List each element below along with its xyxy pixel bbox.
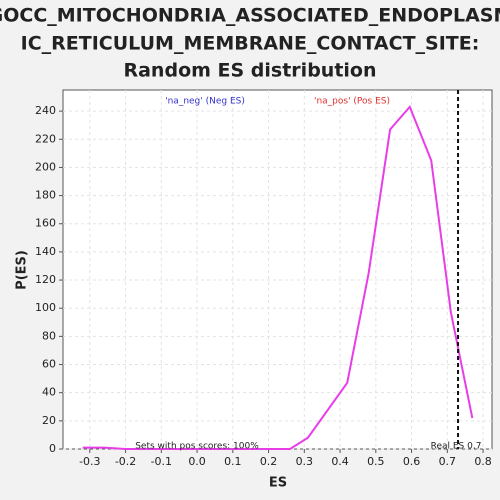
x-tick-label: -0.2 [115,455,136,468]
x-axis-label: ES [269,476,287,491]
x-tick-label: 0.3 [296,455,314,468]
chart-title: Random ES distribution [123,60,376,82]
y-tick-label: 120 [35,273,56,286]
y-tick-label: 20 [42,414,56,427]
y-tick-label: 220 [35,132,56,145]
x-tick-label: 0.8 [474,455,492,468]
y-tick-label: 180 [35,189,56,202]
y-axis-label: P(ES) [15,250,30,290]
x-tick-label: -0.3 [79,455,100,468]
x-tick-label: 0.6 [403,455,421,468]
y-tick-label: 160 [35,217,56,230]
y-tick-label: 200 [35,160,56,173]
real-es-label: Real ES 0.7 [431,442,482,452]
chart-title: IC_RETICULUM_MEMBRANE_CONTACT_SITE: [21,33,480,55]
y-tick-label: 0 [49,442,56,455]
pos-label: 'na_pos' (Pos ES) [314,97,390,107]
x-tick-label: 0.7 [439,455,457,468]
y-tick-label: 140 [35,245,56,258]
x-tick-label: 0.2 [260,455,278,468]
pos-note: Sets with pos scores: 100% [135,442,259,452]
y-tick-label: 240 [35,104,56,117]
y-tick-label: 40 [42,386,56,399]
x-tick-label: -0.1 [151,455,172,468]
line [82,105,474,450]
x-tick-label: 0.0 [188,455,206,468]
x-tick-label: 0.4 [331,455,349,468]
plot-area [62,89,493,450]
y-tick-label: 80 [42,329,56,342]
chart-title: GOCC_MITOCHONDRIA_ASSOCIATED_ENDOPLASM [0,5,500,27]
y-tick-label: 60 [42,358,56,371]
x-tick-label: 0.5 [367,455,385,468]
neg-label: 'na_neg' (Neg ES) [165,97,245,107]
y-tick-label: 100 [35,301,56,314]
x-tick-label: 0.1 [224,455,242,468]
